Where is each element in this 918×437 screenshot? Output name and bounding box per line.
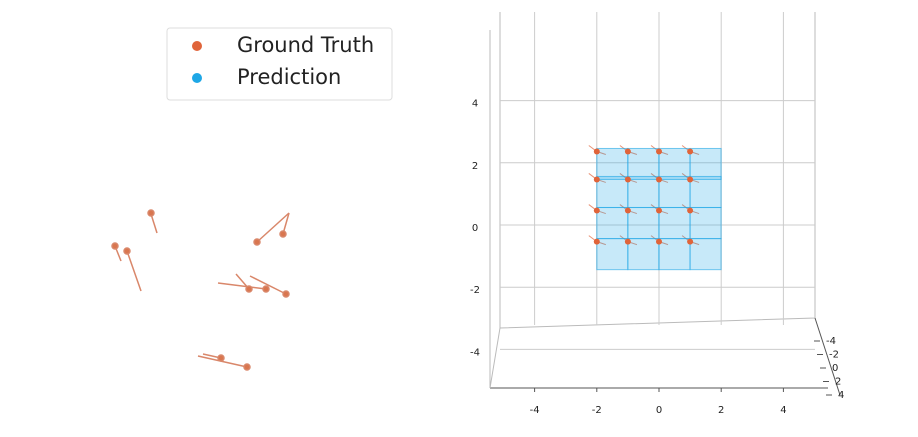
joint xyxy=(147,209,155,217)
bone xyxy=(197,355,248,368)
legend-marker xyxy=(192,73,202,83)
prediction-box xyxy=(689,207,722,240)
y-tick-label: -4 xyxy=(826,336,836,347)
prediction-box xyxy=(658,147,691,180)
joint xyxy=(253,238,261,246)
prediction-box xyxy=(627,147,660,180)
joint xyxy=(217,354,225,362)
x-tick-label: 4 xyxy=(780,405,786,416)
z-tick-label: -4 xyxy=(470,347,480,358)
prediction-box xyxy=(627,238,660,271)
prediction-box xyxy=(627,207,660,240)
axes-frame xyxy=(489,12,841,396)
legend-marker xyxy=(192,41,202,51)
prediction-box xyxy=(596,207,629,240)
point xyxy=(593,238,600,245)
z-tick-label: 0 xyxy=(472,223,478,234)
point xyxy=(687,176,694,183)
y-tick-label: 0 xyxy=(832,363,838,374)
prediction-box xyxy=(658,175,691,208)
prediction-box xyxy=(596,147,629,180)
y-tick-label: -2 xyxy=(829,350,839,361)
legend-label: Ground Truth xyxy=(237,33,374,57)
joint xyxy=(243,363,251,371)
point xyxy=(624,238,631,245)
x-tick-label: 2 xyxy=(718,405,724,416)
joint xyxy=(123,247,131,255)
joint xyxy=(282,290,290,298)
point xyxy=(687,238,694,245)
bone xyxy=(217,282,267,290)
prediction-box xyxy=(689,175,722,208)
joint xyxy=(245,285,253,293)
point xyxy=(624,176,631,183)
legend-box xyxy=(166,27,393,101)
y-axis-line xyxy=(814,317,841,396)
joint xyxy=(111,242,119,250)
bone xyxy=(150,213,158,234)
prediction-box xyxy=(689,147,722,180)
prediction-box xyxy=(627,175,660,208)
point xyxy=(656,148,662,155)
y-tick-label: 2 xyxy=(835,377,841,388)
legend: Ground Truth Prediction xyxy=(166,27,393,101)
point xyxy=(593,176,600,183)
point xyxy=(687,207,694,214)
point xyxy=(593,207,600,214)
z-tick-label: 2 xyxy=(472,161,478,172)
prediction-box xyxy=(596,238,629,271)
x-tick-label: 0 xyxy=(656,405,662,416)
point xyxy=(624,207,631,214)
floor-edge xyxy=(489,327,501,389)
joint xyxy=(279,230,287,238)
point xyxy=(656,207,662,214)
joint xyxy=(262,285,270,293)
x-tick-label: -4 xyxy=(530,405,540,416)
point xyxy=(656,238,662,245)
bone xyxy=(126,250,142,292)
prediction-box xyxy=(658,207,691,240)
z-tick-label: -2 xyxy=(470,285,480,296)
prediction-box xyxy=(689,238,722,271)
prediction-box xyxy=(596,175,629,208)
legend-label: Prediction xyxy=(237,65,341,89)
x-tick-label: -2 xyxy=(592,405,602,416)
z-tick-label: 4 xyxy=(472,99,478,110)
bone xyxy=(256,212,290,243)
prediction-box xyxy=(658,238,691,271)
point xyxy=(624,148,631,155)
left-panel xyxy=(111,209,290,371)
point xyxy=(593,148,600,155)
back-wall xyxy=(499,12,816,329)
bone xyxy=(249,275,287,295)
point xyxy=(687,148,694,155)
y-tick-label: 4 xyxy=(838,390,844,401)
point xyxy=(656,176,662,183)
